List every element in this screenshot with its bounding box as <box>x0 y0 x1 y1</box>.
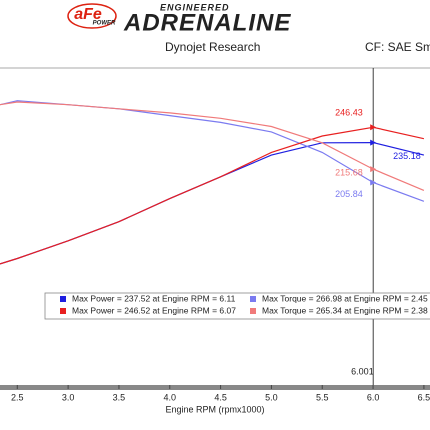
x-tick-label: 3.5 <box>113 392 126 402</box>
x-tick-label: 4.5 <box>214 392 227 402</box>
logo: aFe <box>74 6 102 23</box>
source: Dynojet Research <box>165 40 260 54</box>
series-line <box>0 126 425 265</box>
value-marker <box>370 166 377 173</box>
legend-label: Max Torque = 265.34 at Engine RPM = 2.38 <box>262 305 428 315</box>
series-line <box>0 101 425 191</box>
x-tick-label: 3.0 <box>62 392 75 402</box>
value-marker <box>370 179 377 186</box>
legend-swatch <box>250 296 256 302</box>
x-tick-label: 4.0 <box>164 392 177 402</box>
x-axis-band <box>0 385 430 390</box>
brand: ADRENALINE <box>123 9 291 36</box>
brand-top: ENGINEERED <box>160 2 230 12</box>
x-tick-label: 2.5 <box>11 392 24 402</box>
value-label: 246.43 <box>335 108 363 118</box>
logo-sub: POWER <box>93 21 116 27</box>
legend-swatch <box>60 308 66 314</box>
x-axis-label: Engine RPM (rpmx1000) <box>165 404 264 414</box>
value-label: 215.68 <box>335 167 363 177</box>
x-tick-label: 5.0 <box>265 392 278 402</box>
correction: CF: SAE Sm <box>365 40 430 54</box>
legend-swatch <box>250 308 256 314</box>
logo-badge <box>67 3 117 29</box>
x-tick-label: 6.5 <box>418 392 430 402</box>
legend-label: Max Torque = 266.98 at Engine RPM = 2.45 <box>262 293 428 303</box>
legend-swatch <box>60 296 66 302</box>
series-line <box>0 100 425 202</box>
x-tick-label: 5.5 <box>316 392 329 402</box>
legend-box <box>44 292 430 320</box>
cursor-label: 6.001 <box>351 366 374 376</box>
value-label: 205.84 <box>335 189 363 199</box>
x-tick-label: 6.0 <box>367 392 380 402</box>
value-marker <box>370 124 377 131</box>
legend-label: Max Power = 246.52 at Engine RPM = 6.07 <box>72 305 236 315</box>
value-marker <box>370 139 377 146</box>
value-label: 235.18 <box>393 151 421 161</box>
legend-label: Max Power = 237.52 at Engine RPM = 6.11 <box>72 293 236 303</box>
series-line <box>0 141 425 265</box>
